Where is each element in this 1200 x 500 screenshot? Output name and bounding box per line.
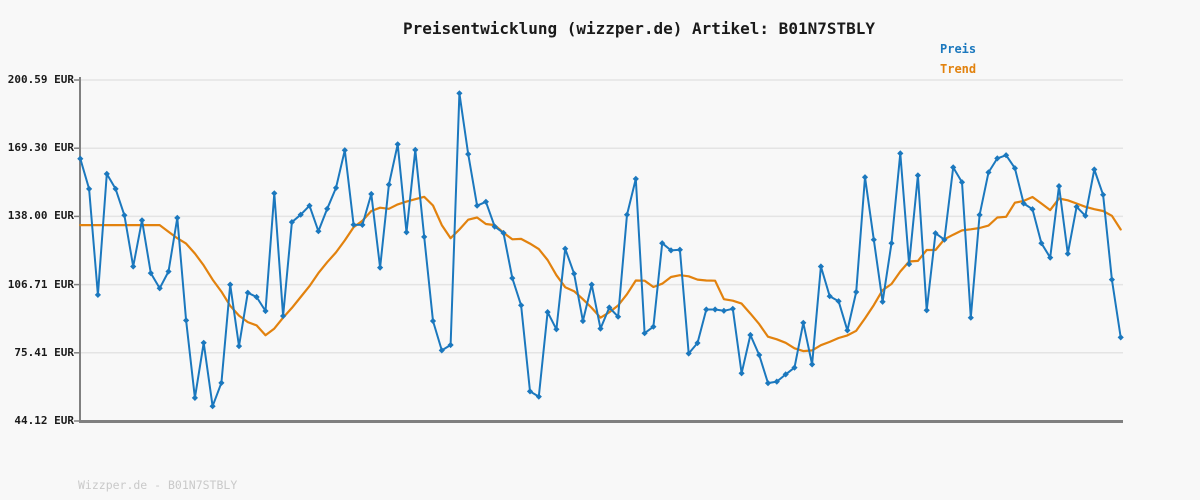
footer-watermark: Wizzper.de - B01N7STBLY [78,478,238,492]
grid-lines [80,79,1123,354]
legend: Preis Trend [940,39,976,79]
preis-line [79,92,1122,408]
y-axis-tick-label: 138.00 EUR [7,209,74,223]
legend-trend-label: Trend [940,62,977,76]
y-axis-tick-label: 44.12 EUR [14,414,74,427]
y-axis-tick-label: 200.59 EUR [7,73,74,86]
y-axis-tick-label: 169.30 EUR [7,141,74,155]
y-axis-tick-label: 106.71 EUR [7,277,74,291]
y-axis-tick-label: 75.41 EUR [14,345,74,359]
trend-line [79,195,1122,353]
legend-preis-label: Preis [940,42,977,56]
chart-title: Preisentwicklung (wizzper.de) Artikel: B… [403,19,876,38]
